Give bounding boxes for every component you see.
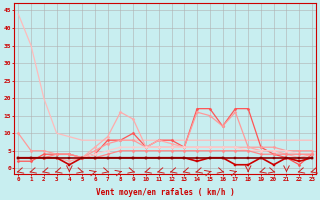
X-axis label: Vent moyen/en rafales ( km/h ): Vent moyen/en rafales ( km/h ) <box>96 188 235 197</box>
